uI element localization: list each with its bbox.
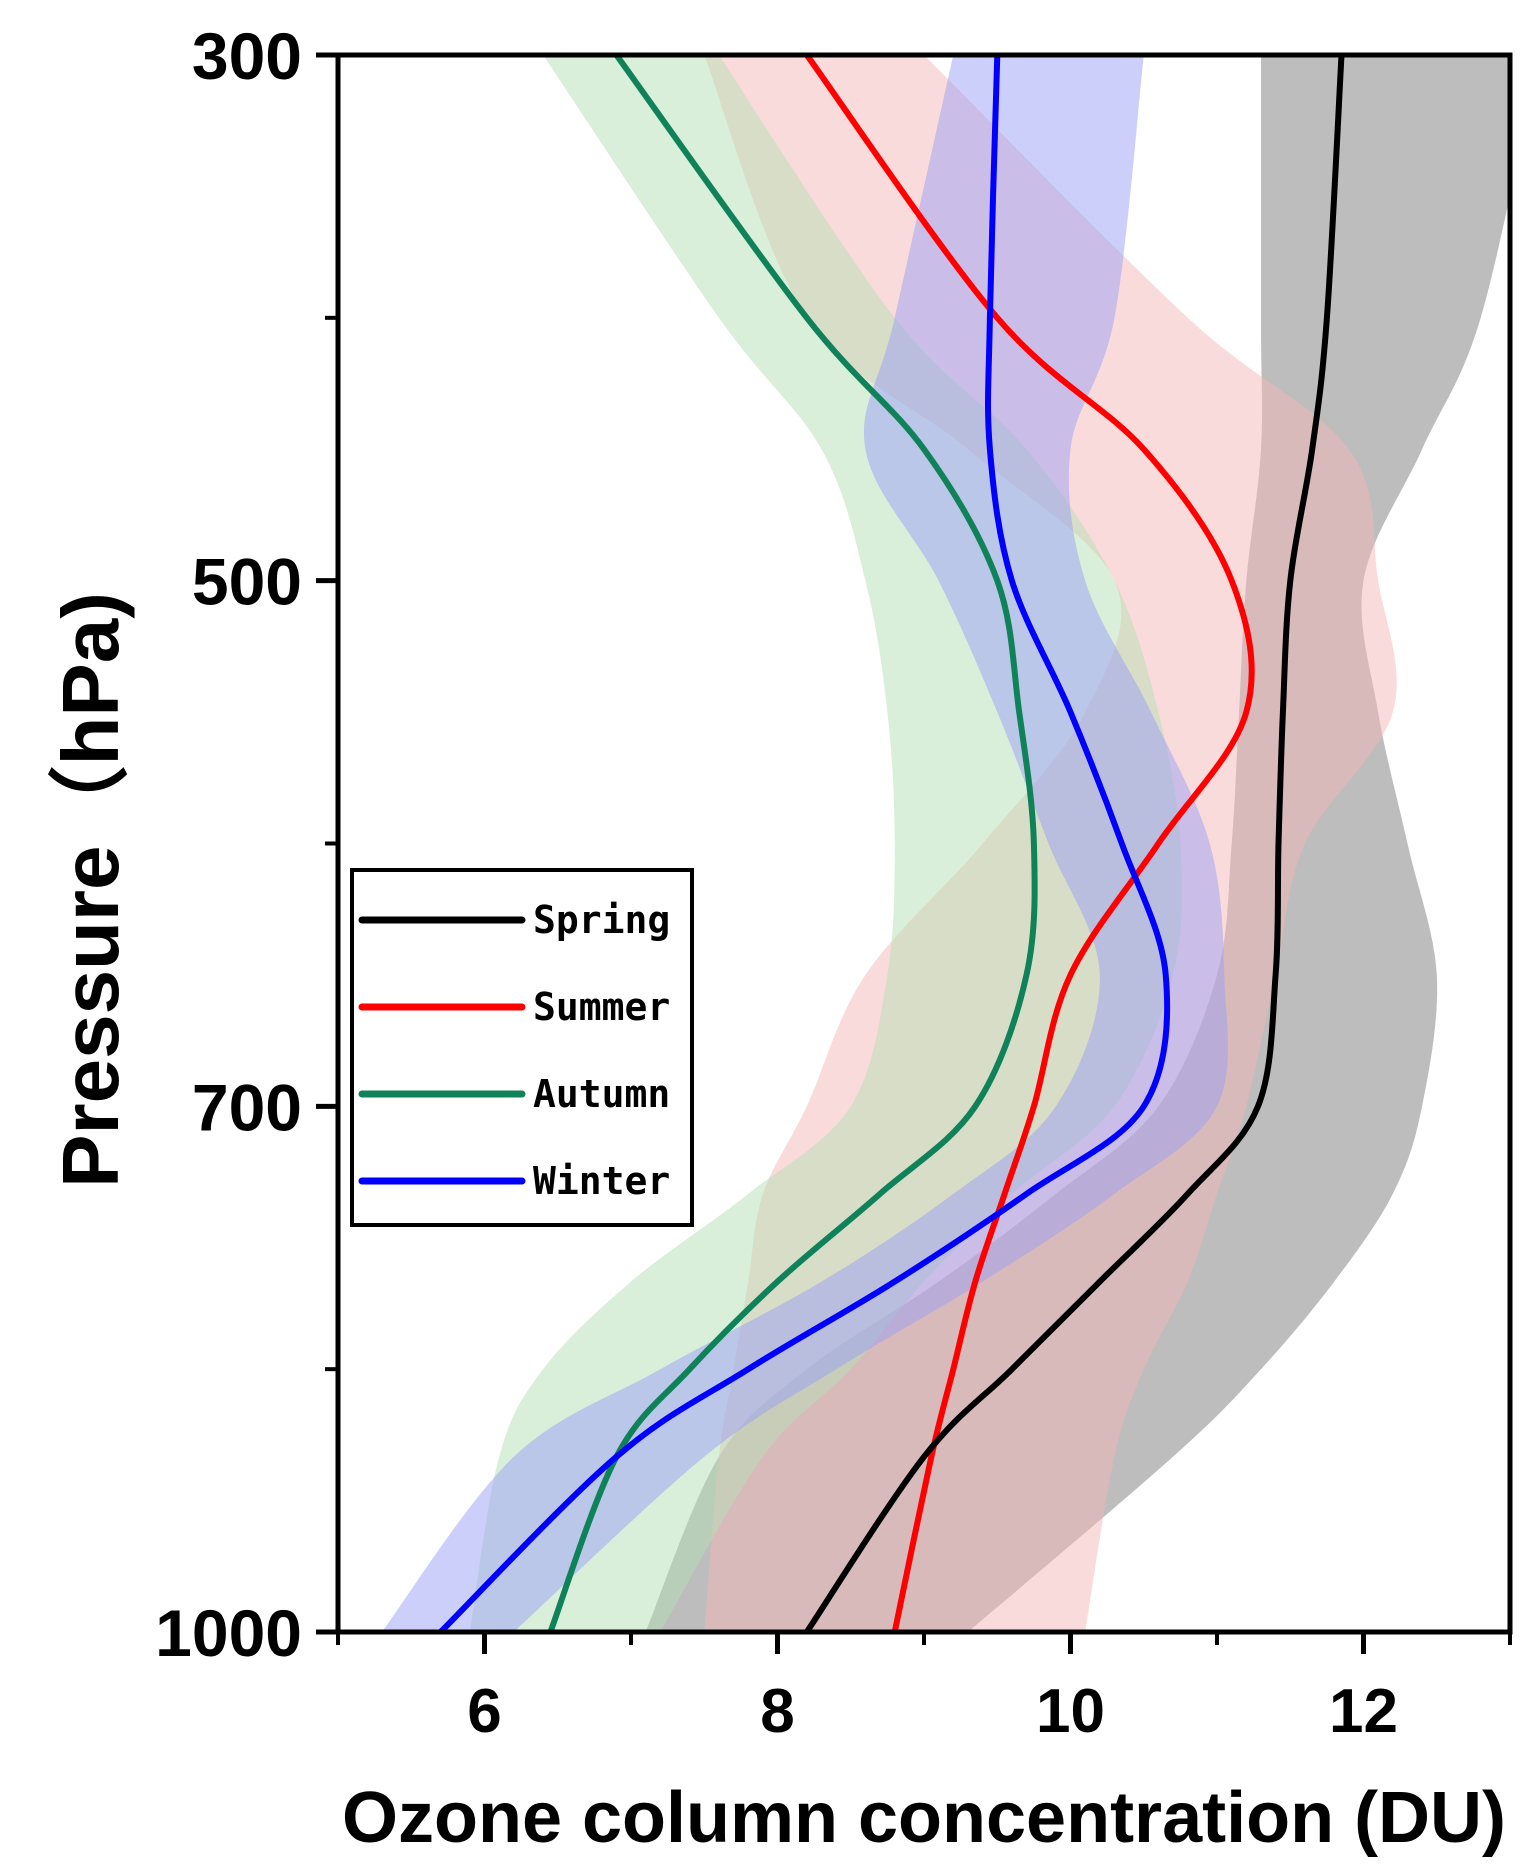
x-axis-title: Ozone column concentration (DU) bbox=[342, 1778, 1506, 1858]
x-tick-label: 8 bbox=[760, 1677, 794, 1746]
line-summer bbox=[803, 55, 1255, 1632]
uncertainty-bands bbox=[381, 55, 1510, 1632]
x-tick-label: 12 bbox=[1329, 1677, 1398, 1746]
line-autumn bbox=[547, 55, 1038, 1632]
legend-label-autumn: Autumn bbox=[533, 1072, 670, 1116]
y-tick-label: 500 bbox=[192, 545, 302, 619]
y-tick-label: 700 bbox=[192, 1070, 302, 1144]
x-tick-label: 10 bbox=[1036, 1677, 1105, 1746]
legend: Spring Summer Autumn Winter bbox=[350, 868, 694, 1227]
legend-box bbox=[350, 868, 694, 1227]
line-winter bbox=[437, 55, 1171, 1632]
y-tick-label: 1000 bbox=[155, 1596, 302, 1670]
x-tick-label: 6 bbox=[467, 1677, 501, 1746]
legend-label-spring: Spring bbox=[533, 898, 670, 942]
line-spring bbox=[803, 55, 1345, 1632]
legend-label-summer: Summer bbox=[533, 985, 670, 1029]
y-tick-label: 300 bbox=[192, 19, 302, 93]
band-winter bbox=[381, 55, 1228, 1632]
y-axis-title: Pressure（hPa) bbox=[46, 592, 135, 1188]
series-lines bbox=[437, 55, 1345, 1632]
axes: 6 8 10 12 300 500 700 1000 bbox=[155, 19, 1512, 1746]
legend-label-winter: Winter bbox=[533, 1159, 670, 1203]
